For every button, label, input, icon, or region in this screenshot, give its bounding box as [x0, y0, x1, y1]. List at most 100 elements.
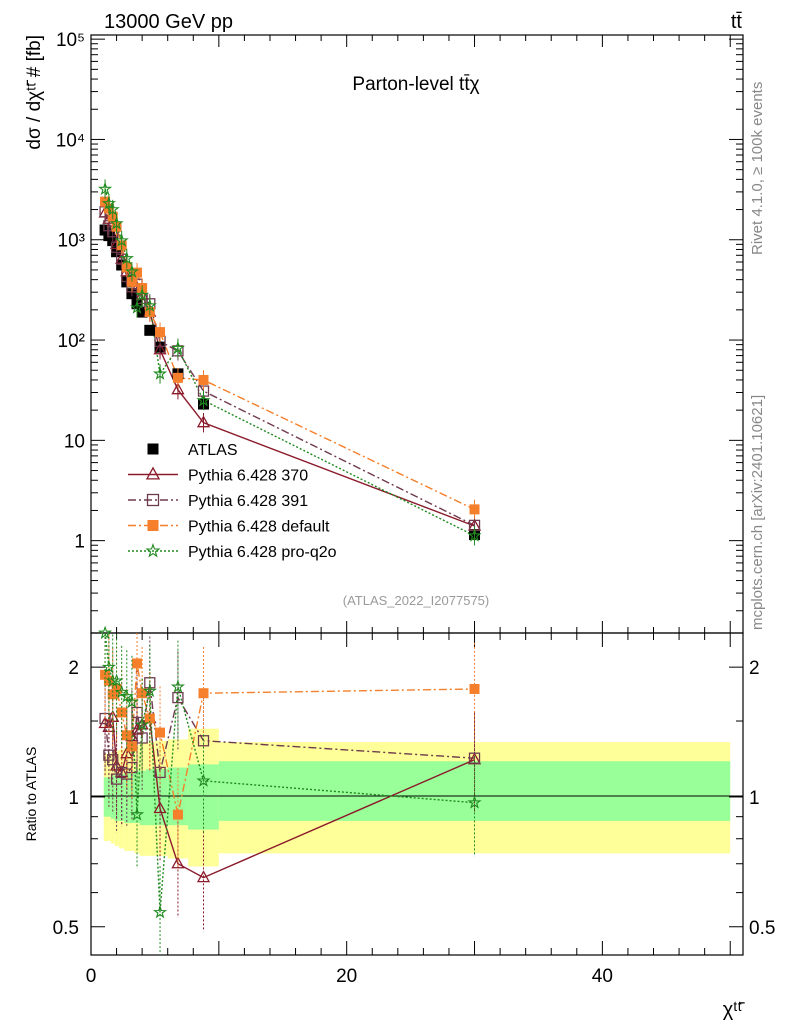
ratio-point [469, 683, 480, 694]
main-point [132, 267, 143, 278]
main-ytick-label: 10³ [58, 231, 85, 252]
ratio-xtick-label: 20 [336, 966, 357, 987]
main-point [153, 342, 167, 355]
legend: ATLAS Pythia 6.428 370 Pythia 6.428 391 Pyt… [128, 442, 337, 561]
main-panel: 1 10 10² 10³ 10⁴ 10⁵ Parton-level tt̄χ (ATLAS… [24, 30, 744, 634]
ratio-inner-band [103, 777, 107, 817]
main-point [124, 264, 140, 278]
main-point [196, 415, 211, 428]
main-point [467, 528, 482, 542]
ratio-point [137, 688, 148, 699]
main-point [171, 382, 185, 395]
ratio-xtick-label: 0 [86, 966, 97, 987]
ratio-ylabel: Ratio to ATLAS [23, 747, 39, 842]
mcplots-reference-label: mcplots.cern.ch [arXiv:2401.10621] [749, 395, 766, 630]
header-energy-label: 13000 GeV pp [104, 11, 233, 33]
ratio-ytick-label-right: 2 [749, 658, 760, 679]
legend-marker [147, 443, 159, 455]
legend-entry-label: Pythia 6.428 370 [188, 468, 308, 485]
legend-entry-label: Pythia 6.428 default [188, 519, 330, 536]
main-point [155, 327, 166, 338]
main-point [144, 324, 156, 336]
ratio-frame [90, 632, 744, 956]
main-point [105, 202, 120, 216]
header-process-label: tt̄ [731, 11, 743, 33]
rivet-version-label: Rivet 4.1.0, ≥ 100k events [749, 82, 766, 255]
main-series-marks [97, 179, 482, 546]
main-point [136, 306, 148, 318]
ratio-ytick-label: 1 [68, 788, 79, 809]
main-title: Parton-level tt̄χ [352, 74, 479, 95]
ratio-xtick-label: 40 [592, 966, 613, 987]
ratio-point [107, 754, 119, 766]
main-point [172, 372, 183, 383]
ratio-point [97, 625, 113, 640]
ratio-point [111, 683, 122, 694]
ratio-point [126, 741, 137, 752]
legend-marker [145, 466, 161, 480]
ratio-point [170, 679, 186, 693]
main-ylabel: dσ / dχᵗᵗ̄ # [fb] [24, 35, 45, 150]
ratio-series-marks [97, 625, 482, 955]
legend-entry-label: Pythia 6.428 pro-q2o [188, 544, 337, 561]
main-point [109, 216, 124, 230]
main-point [114, 233, 129, 247]
ratio-point [109, 673, 124, 687]
ratio-point [467, 795, 482, 809]
ratio-point [116, 707, 127, 718]
ratio-point [196, 773, 211, 787]
ratio-point [124, 694, 140, 709]
main-point [142, 298, 157, 312]
legend-entry-label: ATLAS [188, 442, 238, 459]
ratio-point [119, 688, 134, 703]
main-ytick-label: 10⁴ [56, 130, 85, 151]
main-ytick-label: 10 [64, 431, 85, 452]
main-point [129, 300, 145, 314]
main-axis-ticks: 1 10 10² 10³ 10⁴ 10⁵ [56, 30, 743, 633]
ratio-point [152, 904, 168, 919]
ratio-ytick-label: 2 [68, 658, 79, 679]
legend-marker [147, 520, 159, 531]
main-point [97, 181, 113, 196]
ratio-point [171, 856, 185, 869]
ratio-point [172, 809, 183, 820]
main-point [469, 504, 480, 515]
ratio-uncertainty-bands [103, 728, 731, 867]
ratio-panel: 0.5 0.51 12 20 20 40 Ratio to ATLAS χᵗᵗ̄ [23, 625, 775, 1021]
ratio-inner-band [145, 769, 155, 826]
main-point [99, 224, 111, 236]
main-point [196, 392, 211, 407]
ratio-point [135, 717, 150, 731]
ratio-point [129, 807, 145, 821]
ratio-point [198, 688, 209, 699]
ratio-point [155, 727, 166, 738]
legend-entry-label: Pythia 6.428 391 [188, 493, 308, 510]
main-point [126, 276, 137, 287]
ratio-point [132, 658, 143, 669]
legend-marker [145, 543, 161, 558]
main-point [135, 287, 150, 302]
ratio-inner-band [119, 774, 125, 821]
ratio-ytick-label: 0.5 [53, 918, 79, 939]
main-ytick-label: 1 [74, 532, 85, 553]
ratio-point [142, 683, 157, 698]
main-point [198, 374, 209, 385]
ratio-inner-band [139, 770, 146, 826]
ratio-ytick-label-right: 0.5 [749, 918, 775, 939]
main-ytick-label: 10² [58, 331, 85, 352]
ratio-ytick-label-right: 1 [749, 788, 760, 809]
ratio-point [101, 659, 117, 674]
x-axis-label: χᵗᵗ̄ [723, 999, 745, 1021]
ratio-point [153, 801, 167, 814]
legend-marker [146, 493, 160, 507]
analysis-watermark: (ATLAS_2022_I2077575) [343, 593, 489, 608]
ratio-point [107, 689, 118, 700]
ratio-point [468, 752, 481, 764]
main-ytick-label: 10⁵ [56, 30, 85, 51]
main-point [152, 366, 168, 380]
ratio-inner-band [110, 775, 115, 819]
main-point [170, 340, 185, 355]
ratio-axis-ticks: 0.5 0.51 12 20 20 40 [53, 633, 775, 987]
main-point [119, 251, 134, 265]
